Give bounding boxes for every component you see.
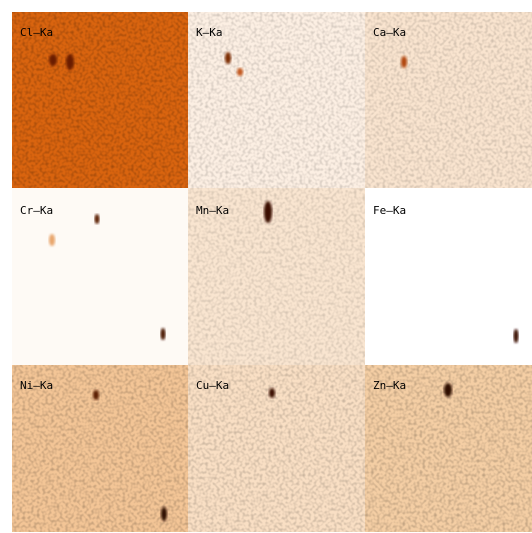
hot-spot: [49, 54, 57, 66]
panel-fe: Fe—Ka: [365, 188, 532, 365]
hot-spot: [264, 201, 272, 223]
panel-bg: [12, 188, 188, 365]
panel-noise: [188, 12, 365, 188]
hot-spot: [49, 234, 55, 246]
hot-spot: [160, 328, 166, 340]
panel-label: K—Ka: [196, 26, 223, 39]
hot-spot: [161, 507, 167, 521]
panel-cl: Cl—Ka: [12, 12, 188, 188]
panel-label: Cr—Ka: [20, 204, 53, 217]
panel-noise: [12, 365, 188, 532]
panel-noise: [365, 12, 532, 188]
panel-label: Mn—Ka: [196, 204, 229, 217]
hot-spot: [401, 56, 407, 68]
panel-label: Fe—Ka: [373, 204, 406, 217]
panel-label: Zn—Ka: [373, 379, 406, 392]
panel-cr: Cr—Ka: [12, 188, 188, 365]
panel-label: Ca—Ka: [373, 26, 406, 39]
panel-zn: Zn—Ka: [365, 365, 532, 532]
panel-bg: [365, 188, 532, 365]
hot-spot: [66, 54, 74, 70]
panel-ca: Ca—Ka: [365, 12, 532, 188]
panel-label: Cu—Ka: [196, 379, 229, 392]
hot-spot: [237, 68, 243, 76]
panel-cu: Cu—Ka: [188, 365, 365, 532]
panel-label: Ni—Ka: [20, 379, 53, 392]
panel-mn: Mn—Ka: [188, 188, 365, 365]
panel-noise: [188, 365, 365, 532]
hot-spot: [513, 329, 519, 343]
panel-ni: Ni—Ka: [12, 365, 188, 532]
hot-spot: [225, 52, 231, 64]
panel-k: K—Ka: [188, 12, 365, 188]
hot-spot: [269, 388, 275, 398]
hot-spot: [93, 390, 99, 400]
panel-noise: [188, 188, 365, 365]
panel-label: Cl—Ka: [20, 26, 53, 39]
hot-spot: [94, 214, 100, 224]
hot-spot: [444, 383, 452, 397]
panel-noise: [12, 12, 188, 188]
